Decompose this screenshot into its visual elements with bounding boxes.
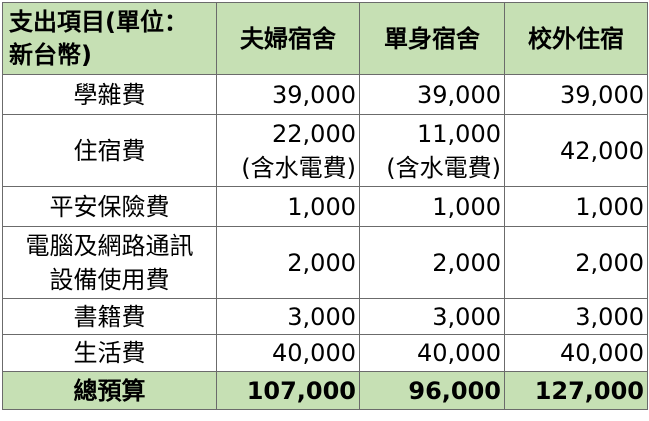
- budget-table: 支出項目(單位： 新台幣) 夫婦宿舍 單身宿舍 校外住宿 學雜費 39,000 …: [2, 2, 648, 410]
- cell-value: 40,000: [504, 334, 648, 372]
- header-row: 支出項目(單位： 新台幣) 夫婦宿舍 單身宿舍 校外住宿: [2, 2, 648, 75]
- cell-value: 39,000: [216, 74, 360, 115]
- cell-value: 22,000 (含水電費): [216, 114, 360, 187]
- row-label: 書籍費: [2, 298, 217, 335]
- row-label: 學雜費: [2, 74, 217, 115]
- cell-value-note: (含水電費): [386, 153, 501, 182]
- row-label-text: 生活費: [73, 339, 146, 367]
- cell-value: 42,000: [504, 114, 648, 187]
- cell-value: 2,000: [359, 226, 505, 299]
- row-label-text: 電腦及網路通訊: [25, 231, 194, 260]
- cell-value: 3,000: [359, 298, 505, 335]
- cell-value-line: 22,000: [272, 119, 356, 148]
- row-label-text: 平安保險費: [49, 192, 170, 221]
- table-row: 書籍費 3,000 3,000 3,000: [2, 298, 648, 335]
- cell-value: 39,000: [504, 74, 648, 115]
- cell-value: 1,000: [359, 186, 505, 227]
- total-value: 96,000: [359, 371, 505, 410]
- header-item-line-1: 支出項目(單位：: [9, 7, 188, 36]
- row-label: 住宿費: [2, 114, 217, 187]
- row-label-text: 設備使用費: [49, 265, 170, 294]
- cell-value: 3,000: [504, 298, 648, 335]
- cell-value: 2,000: [216, 226, 360, 299]
- cell-value-line: 11,000: [417, 119, 501, 148]
- header-couple-dorm: 夫婦宿舍: [216, 2, 360, 75]
- cell-value: 39,000: [359, 74, 505, 115]
- cell-value: 1,000: [504, 186, 648, 227]
- table-row: 平安保險費 1,000 1,000 1,000: [2, 186, 648, 227]
- header-item-line-2: 新台幣): [9, 40, 92, 69]
- cell-value: 11,000 (含水電費): [359, 114, 505, 187]
- row-label-text: 住宿費: [73, 136, 146, 165]
- header-item-cell: 支出項目(單位： 新台幣): [2, 2, 217, 75]
- table-row: 住宿費 22,000 (含水電費) 11,000 (含水電費) 42,000: [2, 114, 648, 187]
- table-row: 學雜費 39,000 39,000 39,000: [2, 74, 648, 115]
- table-row: 電腦及網路通訊 設備使用費 2,000 2,000 2,000: [2, 226, 648, 299]
- total-value: 107,000: [216, 371, 360, 410]
- cell-value: 3,000: [216, 298, 360, 335]
- cell-value: 40,000: [359, 334, 505, 372]
- header-off-campus: 校外住宿: [504, 2, 648, 75]
- table-row: 生活費 40,000 40,000 40,000: [2, 334, 648, 372]
- cell-value: 2,000: [504, 226, 648, 299]
- row-label-text: 書籍費: [73, 302, 146, 331]
- cell-value: 1,000: [216, 186, 360, 227]
- header-single-dorm: 單身宿舍: [359, 2, 505, 75]
- cell-value: 40,000: [216, 334, 360, 372]
- row-label: 電腦及網路通訊 設備使用費: [2, 226, 217, 299]
- row-label-text: 學雜費: [73, 80, 146, 109]
- cell-value-note: (含水電費): [241, 153, 356, 182]
- total-value: 127,000: [504, 371, 648, 410]
- total-label: 總預算: [2, 371, 217, 410]
- row-label: 生活費: [2, 334, 217, 372]
- total-row: 總預算 107,000 96,000 127,000: [2, 371, 648, 410]
- row-label: 平安保險費: [2, 186, 217, 227]
